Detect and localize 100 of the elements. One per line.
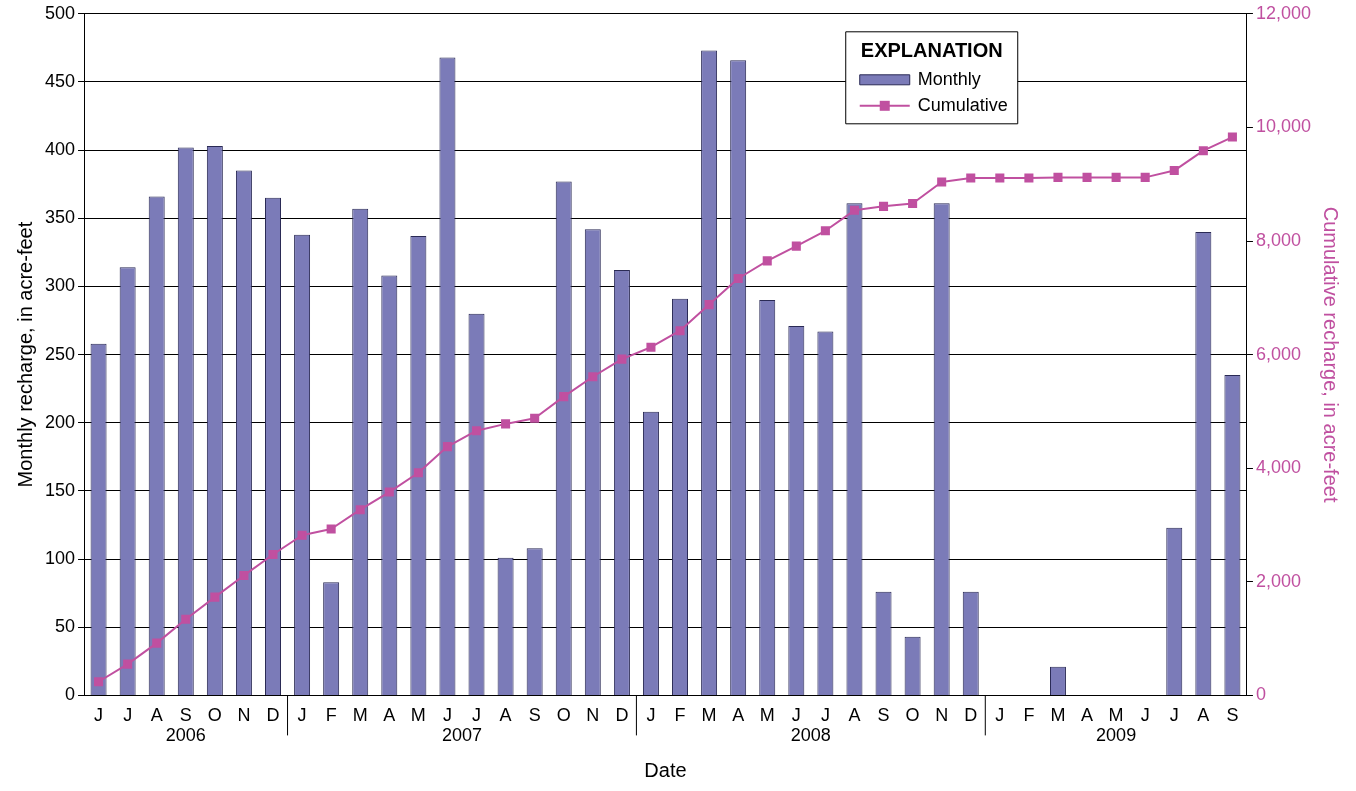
point [995,173,1005,183]
legend-label: Cumulative [917,94,1008,115]
y-tick-label: 450 [44,70,76,91]
x-tick-label: S [528,705,541,726]
x-tick-label: J [995,705,1005,726]
x-tick-label: A [848,705,861,726]
x-tick-label: O [207,705,222,726]
x-tick-label: M [1050,705,1066,726]
y-tick-label: 250 [44,343,76,364]
x-tick-label: O [905,705,920,726]
point [1227,132,1237,142]
y2-tick-label: 10,000 [1255,116,1312,137]
point [617,354,627,364]
y-tick-label: 100 [44,548,76,569]
x-tick-label: N [935,705,949,726]
x-tick-label: M [1108,705,1124,726]
point [704,300,714,310]
x-tick-label: S [1226,705,1239,726]
x-tick-label: M [352,705,368,726]
x-tick-label: F [674,705,686,726]
x-tick-label: J [442,705,452,726]
point [559,392,569,402]
y2-tick-label: 0 [1255,684,1266,705]
point [1053,172,1063,182]
point [210,592,220,602]
x-tick-label: J [297,705,307,726]
x-tick-label: M [410,705,426,726]
x-tick-label: F [325,705,337,726]
y2-tick-label: 4,000 [1255,457,1301,478]
y2-tick-label: 12,000 [1255,2,1312,23]
point [501,419,511,429]
x-tick-label: S [179,705,192,726]
x-tick-label: A [732,705,745,726]
point [530,413,540,423]
x-tick-label: O [556,705,571,726]
point [849,205,859,215]
x-tick-label: J [791,705,801,726]
x-tick-label: J [123,705,133,726]
y2-tick-label: 6,000 [1255,343,1301,364]
point [297,530,307,540]
point [326,524,336,534]
point [1024,173,1034,183]
x-tick-label: S [877,705,890,726]
x-tick-label: M [759,705,775,726]
x-tick-label: D [964,705,978,726]
text: 2007 [441,725,482,746]
point [239,571,249,581]
point [937,177,947,187]
point [1111,172,1121,182]
point [471,426,482,436]
point [879,201,889,211]
point [588,372,598,382]
x-tick-label: J [1140,705,1150,726]
x-tick-label: F [1023,705,1035,726]
x-tick-label: A [150,705,163,726]
y2-tick-label: 2,000 [1255,570,1301,591]
point [181,614,191,624]
point [1169,166,1179,176]
point [646,342,656,352]
text: 2006 [165,725,206,746]
x-tick-label: J [94,705,104,726]
point [1198,146,1208,156]
x-tick-label: N [586,705,600,726]
y-tick-label: 0 [65,684,76,705]
x-tick-label: A [1197,705,1210,726]
y-tick-label: 500 [44,2,76,23]
point [94,677,104,687]
point [442,442,452,452]
x-tick-label: M [701,705,717,726]
point [413,468,423,478]
text: 2009 [1096,725,1137,746]
point [791,241,801,251]
y-tick-label: 150 [44,479,76,500]
x-tick-label: D [615,705,629,726]
point [1082,172,1092,182]
point [675,326,685,336]
y-tick-label: 350 [44,207,76,228]
x-tick-label: N [237,705,251,726]
y-tick-label: 400 [44,139,76,160]
y-tick-label: 50 [55,616,76,637]
x-tick-label: J [1169,705,1179,726]
x-axis-title: Date [644,758,687,781]
y2-axis-title: Cumulative recharge, in acre-feet [1320,206,1343,503]
x-tick-label: A [383,705,396,726]
x-tick-label: J [820,705,830,726]
point [384,487,394,497]
point [820,226,830,236]
point [733,273,743,284]
legend-title: EXPLANATION [860,39,1003,62]
x-tick-label: A [1081,705,1094,726]
point [966,173,976,183]
point [152,638,162,648]
x-tick-label: J [472,705,482,726]
x-tick-label: D [266,705,280,726]
y2-tick-label: 8,000 [1255,229,1301,250]
x-tick-label: A [499,705,512,726]
y-tick-label: 300 [44,275,76,296]
point [355,505,365,515]
point [908,198,918,209]
point [1140,172,1150,182]
